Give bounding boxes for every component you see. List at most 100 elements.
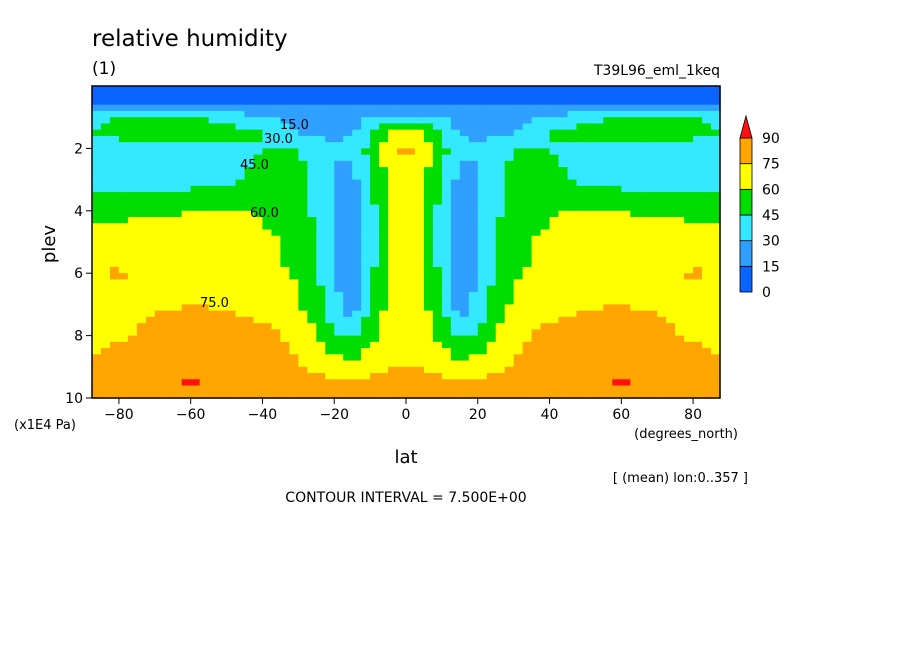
heatmap-cell [361, 335, 371, 343]
heatmap-cell [262, 192, 273, 199]
heatmap-cell [388, 254, 398, 262]
heatmap-cell [208, 385, 219, 393]
heatmap-cell [603, 373, 613, 380]
heatmap-cell [450, 354, 461, 362]
heatmap-cell [540, 160, 551, 168]
heatmap-cell [549, 117, 560, 125]
heatmap-cell [675, 210, 685, 218]
heatmap-cell [558, 98, 569, 106]
heatmap-cell [648, 341, 658, 349]
heatmap-cell [226, 379, 237, 387]
heatmap-cell [486, 335, 497, 343]
heatmap-cell [477, 110, 488, 118]
heatmap-cell [154, 304, 165, 312]
heatmap-cell [675, 279, 685, 287]
heatmap-cell [567, 204, 578, 212]
heatmap-cell [630, 385, 640, 393]
heatmap-cell [585, 167, 595, 174]
heatmap-cell [675, 373, 685, 380]
heatmap-cell [145, 316, 156, 324]
heatmap-cell [190, 160, 201, 168]
heatmap-cell [406, 129, 416, 137]
heatmap-cell [441, 142, 452, 149]
heatmap-cell [244, 379, 255, 387]
heatmap-cell [181, 298, 192, 305]
heatmap-cell [585, 173, 595, 181]
heatmap-cell [388, 98, 398, 106]
heatmap-cell [621, 117, 631, 125]
heatmap-cell [325, 160, 335, 168]
heatmap-cell [92, 348, 102, 355]
heatmap-cell [684, 323, 694, 330]
heatmap-cell [343, 242, 353, 249]
heatmap-cell [109, 316, 120, 324]
heatmap-cell [621, 379, 631, 387]
heatmap-cell [612, 254, 622, 262]
heatmap-cell [639, 304, 649, 312]
heatmap-cell [432, 254, 443, 262]
heatmap-cell [280, 185, 290, 193]
heatmap-cell [253, 173, 264, 181]
heatmap-cell [540, 285, 551, 293]
heatmap-cell [289, 298, 299, 305]
heatmap-cell [657, 316, 667, 324]
heatmap-cell [127, 210, 138, 218]
heatmap-cell [441, 210, 452, 218]
heatmap-cell [334, 110, 344, 118]
heatmap-cell [307, 98, 317, 106]
heatmap-cell [603, 260, 613, 268]
heatmap-cell [675, 298, 685, 305]
heatmap-cell [459, 373, 470, 380]
heatmap-cell [450, 198, 461, 206]
heatmap-cell [576, 348, 587, 355]
heatmap-cell [648, 86, 658, 93]
heatmap-cell [531, 323, 542, 330]
heatmap-cell [693, 148, 703, 156]
heatmap-cell [325, 129, 335, 137]
heatmap-cell [235, 160, 246, 168]
heatmap-cell [549, 86, 560, 93]
heatmap-cell [145, 235, 156, 243]
heatmap-cell [612, 391, 622, 399]
heatmap-cell [468, 210, 479, 218]
heatmap-cell [163, 291, 174, 299]
heatmap-cell [244, 217, 255, 224]
heatmap-cell [495, 129, 506, 137]
heatmap-cell [199, 173, 210, 181]
heatmap-cell [316, 204, 326, 212]
heatmap-cell [504, 379, 515, 387]
heatmap-cell [549, 291, 560, 299]
heatmap-cell [495, 173, 506, 181]
heatmap-cell [486, 173, 497, 181]
heatmap-cell [262, 129, 273, 137]
heatmap-cell [262, 167, 273, 174]
heatmap-cell [639, 117, 649, 125]
heatmap-cell [603, 379, 613, 387]
heatmap-cell [576, 86, 587, 93]
heatmap-cell [181, 366, 192, 374]
heatmap-cell [136, 204, 147, 212]
heatmap-cell [666, 110, 676, 118]
heatmap-cell [684, 354, 694, 362]
heatmap-cell [558, 373, 569, 380]
heatmap-cell [648, 366, 658, 374]
heatmap-cell [100, 179, 111, 187]
heatmap-cell [504, 167, 515, 174]
heatmap-cell [477, 229, 488, 237]
heatmap-cell [271, 117, 281, 125]
heatmap-cell [432, 285, 443, 293]
heatmap-cell [567, 266, 578, 274]
heatmap-cell [154, 160, 165, 168]
heatmap-cell [208, 198, 219, 206]
heatmap-cell [325, 298, 335, 305]
heatmap-cell [298, 110, 308, 118]
heatmap-cell [657, 192, 667, 199]
heatmap-cell [540, 385, 551, 393]
heatmap-cell [414, 210, 425, 218]
heatmap-cell [594, 285, 604, 293]
heatmap-cell [271, 92, 281, 100]
heatmap-cell [397, 329, 407, 337]
heatmap-cell [621, 210, 631, 218]
heatmap-cell [244, 316, 255, 324]
heatmap-cell [432, 273, 443, 281]
